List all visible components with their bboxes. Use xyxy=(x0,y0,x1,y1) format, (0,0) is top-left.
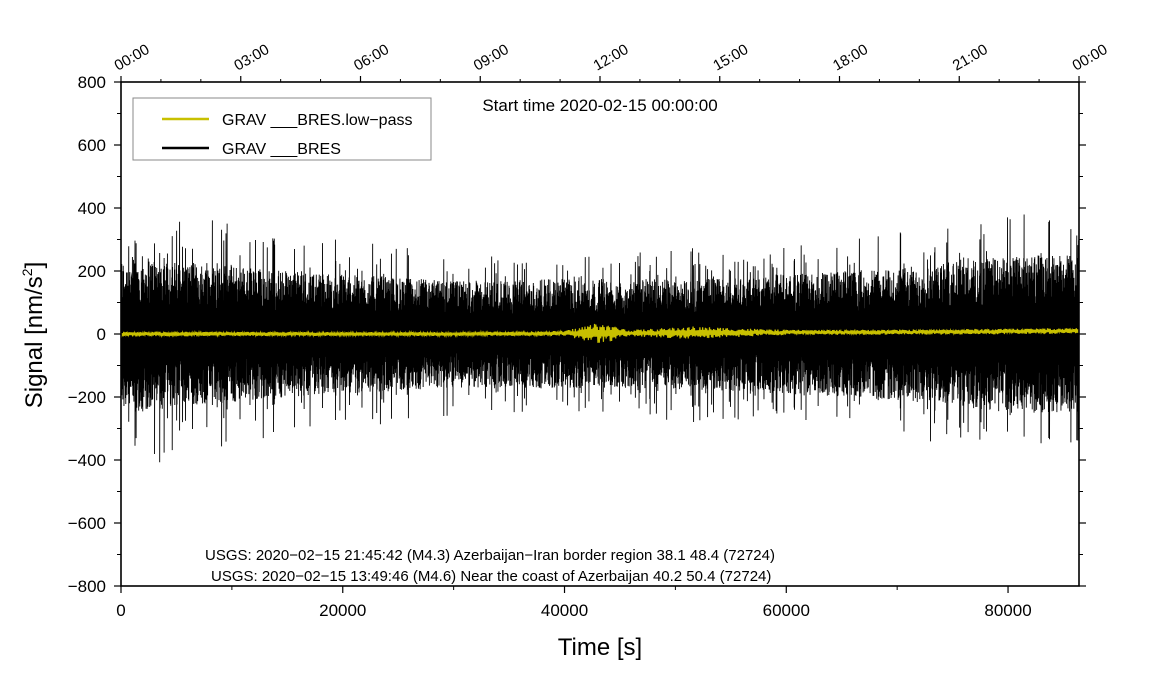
top-tick-label: 21:00 xyxy=(950,41,991,74)
y-tick-label: −800 xyxy=(68,577,106,596)
y-tick-label: 600 xyxy=(78,136,106,155)
top-tick-label: 18:00 xyxy=(830,41,871,74)
x-axis-label: Time [s] xyxy=(558,634,642,661)
x-tick-label: 80000 xyxy=(984,601,1031,620)
series-lowpass-trace xyxy=(120,323,1080,343)
y-axis-label-superscript: 2 xyxy=(19,268,35,276)
signal-traces xyxy=(120,214,1080,463)
y-tick-label: 0 xyxy=(97,325,106,344)
annotation-event-1: USGS: 2020−02−15 21:45:42 (M4.3) Azerbai… xyxy=(205,547,775,564)
legend-box xyxy=(132,97,432,161)
y-tick-label: −200 xyxy=(68,388,106,407)
y-tick-label: −600 xyxy=(68,514,106,533)
top-tick-label: 03:00 xyxy=(231,41,272,74)
top-tick-label: 06:00 xyxy=(351,41,392,74)
top-tick-label: 00:00 xyxy=(112,41,153,74)
legend-label-lowpass: GRAV ___BRES.low−pass xyxy=(222,112,412,129)
y-axis-label-base: Signal [nm/s xyxy=(21,276,48,408)
y-tick-label: 400 xyxy=(78,199,106,218)
top-tick-label: 12:00 xyxy=(591,41,632,74)
y-axis-label-close: ] xyxy=(21,262,48,269)
top-tick-label: 09:00 xyxy=(471,41,512,74)
y-axis-label: Signal [nm/s2] xyxy=(19,262,48,409)
y-tick-label: −400 xyxy=(68,451,106,470)
x-tick-label: 40000 xyxy=(541,601,588,620)
chart-title: Start time 2020-02-15 00:00:00 xyxy=(482,96,717,115)
x-tick-label: 20000 xyxy=(319,601,366,620)
y-tick-label: 200 xyxy=(78,262,106,281)
top-tick-label: 15:00 xyxy=(710,41,751,74)
x-tick-label: 0 xyxy=(116,601,125,620)
top-tick-label: 00:00 xyxy=(1070,41,1111,74)
legend: GRAV ___BRES.low−pass GRAV ___BRES xyxy=(132,97,432,161)
annotation-event-2: USGS: 2020−02−15 13:49:46 (M4.6) Near th… xyxy=(211,568,771,585)
y-tick-label: 800 xyxy=(78,73,106,92)
x-tick-label: 60000 xyxy=(763,601,810,620)
legend-label-raw: GRAV ___BRES xyxy=(222,141,341,158)
